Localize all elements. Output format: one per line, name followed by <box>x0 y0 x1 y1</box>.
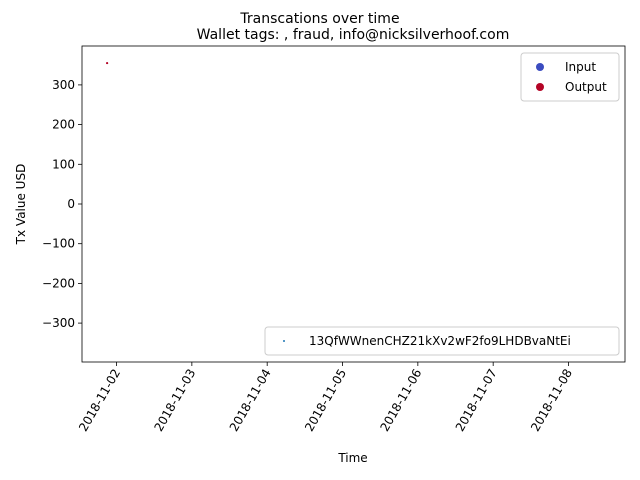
x-tick-label: 2018-11-03 <box>151 367 198 434</box>
legend-label: 13QfWWnenCHZ21kXv2wF2fo9LHDBvaNtEi <box>309 334 571 348</box>
y-axis-label: Tx Value USD <box>14 164 28 246</box>
axes-frame <box>81 45 626 363</box>
x-tick-label: 2018-11-02 <box>76 367 123 434</box>
legend-label: Output <box>565 80 607 94</box>
x-tick-label: 2018-11-05 <box>302 367 349 434</box>
y-tick-label: 0 <box>67 197 75 211</box>
legend-marker <box>283 340 285 342</box>
y-tick-label: −100 <box>42 237 75 251</box>
plot-area: 300 200 100 0 −100 −200 −300 2018-11-02 2018-11-… <box>42 45 626 434</box>
data-point <box>106 61 109 65</box>
y-tick-label: 300 <box>52 78 75 92</box>
y-tick-label: 100 <box>52 157 75 171</box>
y-tick-label: 200 <box>52 118 75 132</box>
x-tick-label: 2018-11-04 <box>227 367 274 434</box>
legend-marker <box>536 83 544 91</box>
x-axis-label: Time <box>337 451 367 465</box>
x-tick-label: 2018-11-08 <box>528 367 575 434</box>
legend-transaction-type-frame <box>520 52 620 102</box>
chart-title: Wallet tags: , fraud, info@nicksilverhoo… <box>197 27 510 43</box>
y-tick-label: −200 <box>42 276 75 290</box>
chart-suptitle: Transcations over time <box>239 11 399 27</box>
y-tick-label: −300 <box>42 316 75 330</box>
x-tick-label: 2018-11-07 <box>453 367 500 434</box>
legend-label: Input <box>565 60 596 74</box>
legend-wallet-frame <box>264 326 620 356</box>
legend-transaction-type: Input Output <box>520 52 620 102</box>
legend-marker <box>536 63 544 71</box>
x-tick-label: 2018-11-06 <box>377 367 424 434</box>
legend-wallet: 13QfWWnenCHZ21kXv2wF2fo9LHDBvaNtEi <box>264 326 620 356</box>
